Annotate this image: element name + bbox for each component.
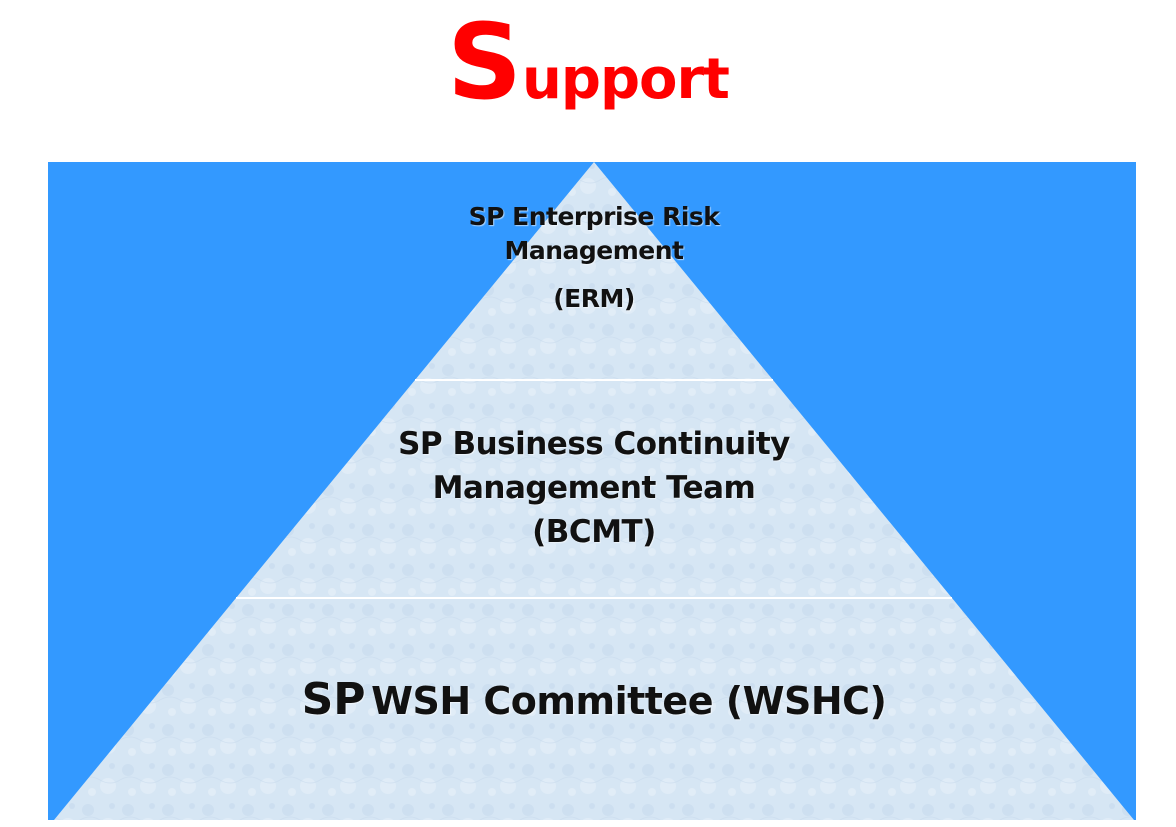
top-tier-line1: SP Enterprise Risk bbox=[468, 202, 720, 231]
top-tier-abbr: (ERM) bbox=[553, 284, 635, 313]
bottom-tier-label: SP WSH Committee (WSHC) bbox=[194, 674, 994, 725]
pyramid-tier-bottom bbox=[54, 598, 1134, 820]
top-tier-line2: Management bbox=[504, 236, 684, 265]
middle-tier-abbr: (BCMT) bbox=[532, 514, 656, 550]
title-rest: upport bbox=[522, 47, 730, 112]
bottom-tier-text: WSH Committee (WSHC) bbox=[371, 679, 887, 723]
pyramid-tier-top bbox=[415, 162, 773, 380]
middle-tier-label: SP Business Continuity Management Team (… bbox=[344, 422, 844, 554]
pyramid-tier-middle bbox=[236, 380, 952, 598]
top-tier-label: SP Enterprise Risk Management (ERM) bbox=[394, 200, 794, 316]
middle-tier-line2: Management Team bbox=[432, 470, 756, 506]
slide-title: Support bbox=[0, 10, 1176, 114]
middle-tier-line1: SP Business Continuity bbox=[398, 426, 790, 462]
title-first-letter: S bbox=[447, 1, 522, 123]
bottom-tier-prefix: SP bbox=[301, 674, 366, 725]
